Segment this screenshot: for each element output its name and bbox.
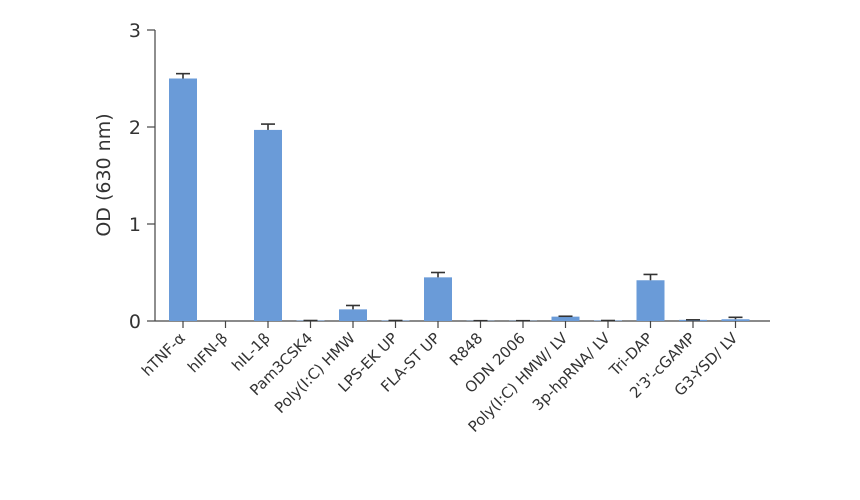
bar [254, 129, 282, 321]
y-axis: 0 1 2 3 [129, 20, 156, 333]
bar [721, 319, 750, 321]
y-tick-label: 0 [129, 311, 141, 333]
bars [169, 78, 750, 322]
bar [169, 78, 197, 321]
y-tick-label: 3 [129, 20, 141, 42]
bar [551, 316, 580, 321]
category-label: R848 [446, 329, 486, 369]
bar [424, 277, 452, 321]
y-axis-label: OD (630 nm) [93, 113, 115, 236]
x-axis [155, 320, 770, 328]
error-bars [176, 72, 743, 322]
bar [339, 309, 367, 321]
category-label: hTNF-α [138, 329, 189, 380]
y-tick-label: 1 [129, 214, 141, 236]
bar [636, 280, 665, 321]
y-tick-label: 2 [129, 117, 141, 139]
category-label: hIFN-β [184, 329, 231, 376]
